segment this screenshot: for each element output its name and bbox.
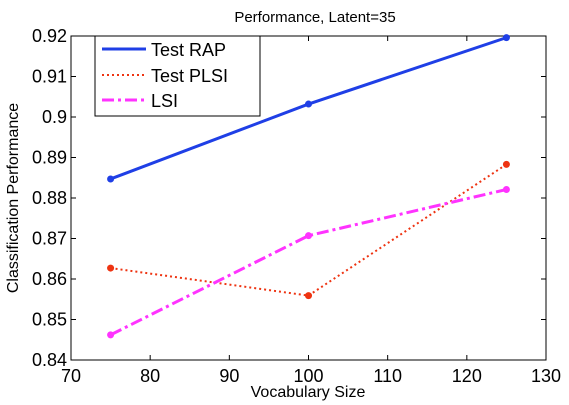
series-layer [107, 34, 510, 339]
axis-ticks: 70 80 90 100 110 120 130 0.84 0.85 0.86 0.87 0.88 0.… [32, 26, 561, 386]
data-point-lsi [107, 331, 115, 339]
chart-title: Performance, Latent=35 [234, 9, 395, 26]
y-tick-label: 0.85 [32, 310, 67, 330]
y-tick-label: 0.89 [32, 148, 67, 168]
x-tick-label: 100 [293, 366, 323, 386]
x-tick-label: 120 [452, 366, 482, 386]
y-tick-label: 0.86 [32, 269, 67, 289]
data-point-test-rap [107, 175, 115, 183]
x-tick-label: 90 [219, 366, 239, 386]
data-point-lsi [305, 232, 312, 240]
series-line-lsi [109, 188, 507, 337]
legend: Test RAP Test PLSI LSI [94, 35, 261, 117]
data-point-test-plsi [502, 160, 510, 168]
legend-label-lsi: LSI [151, 91, 178, 111]
x-tick-label: 70 [61, 366, 81, 386]
x-tick-label: 130 [531, 366, 561, 386]
data-point-test-rap [305, 100, 312, 108]
data-point-test-plsi [305, 292, 312, 300]
y-tick-label: 0.88 [32, 188, 67, 208]
data-point-test-rap [502, 34, 510, 42]
y-axis-title: Classification Performance [5, 103, 22, 293]
y-tick-label: 0.9 [42, 107, 67, 127]
x-tick-label: 110 [373, 366, 402, 386]
series-line-test-plsi [110, 163, 507, 297]
legend-label-test-plsi: Test PLSI [151, 66, 228, 86]
y-tick-label: 0.87 [32, 229, 67, 249]
legend-label-test-rap: Test RAP [151, 40, 226, 60]
x-axis-title: Vocabulary Size [251, 384, 366, 401]
y-tick-label: 0.92 [32, 26, 67, 46]
y-tick-label: 0.91 [32, 67, 67, 87]
data-point-lsi [502, 185, 510, 193]
y-tick-label: 0.84 [32, 350, 67, 370]
x-tick-label: 80 [140, 366, 160, 386]
data-point-test-plsi [107, 264, 115, 272]
